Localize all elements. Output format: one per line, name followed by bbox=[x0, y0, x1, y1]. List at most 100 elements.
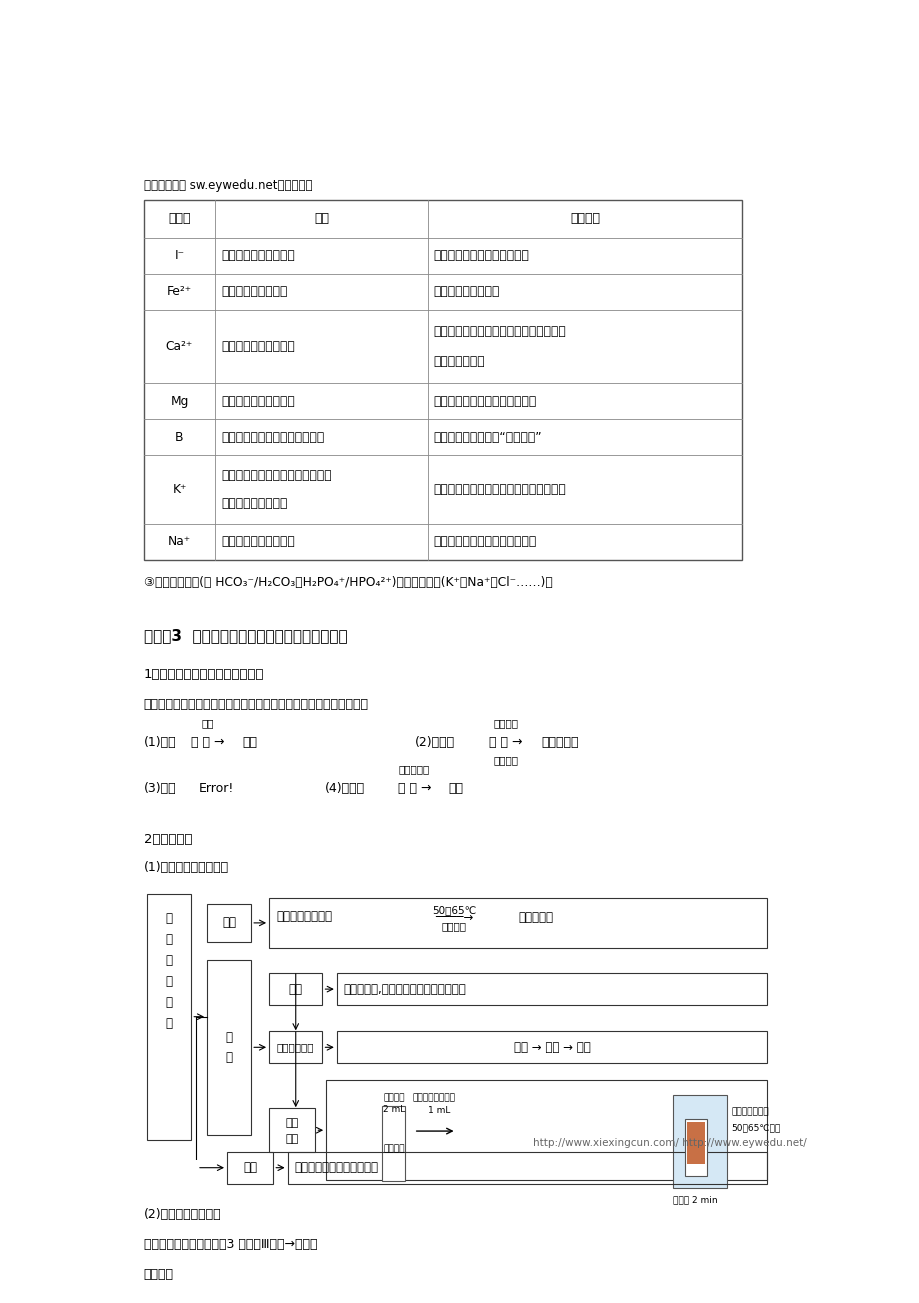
Text: 某些化学试剂能够使生物组织中的有关有机物产生特定的颜色反应。: 某些化学试剂能够使生物组织中的有关有机物产生特定的颜色反应。 bbox=[143, 698, 369, 711]
Text: 骤: 骤 bbox=[225, 1050, 233, 1063]
Bar bbox=[143, 199, 742, 560]
Text: 步: 步 bbox=[225, 1031, 233, 1044]
Bar bbox=[383, 1121, 403, 1166]
Bar bbox=[288, 1152, 766, 1183]
Text: 糖: 糖 bbox=[165, 954, 173, 967]
Text: 胞内液渗透压的维持: 胞内液渗透压的维持 bbox=[221, 498, 287, 511]
Text: 原理: 原理 bbox=[221, 916, 236, 929]
Text: 刚配制的斐林试剂: 刚配制的斐林试剂 bbox=[412, 1093, 455, 1102]
Text: 砖红色沉淀: 砖红色沉淀 bbox=[518, 911, 553, 924]
Text: (3)脂肪: (3)脂肪 bbox=[143, 782, 176, 795]
Text: Na⁺: Na⁺ bbox=[167, 536, 191, 549]
Text: 制浆 → 过滤 → 取液: 制浆 → 过滤 → 取液 bbox=[513, 1041, 590, 1054]
Text: 维持细胞外液的渗透压: 维持细胞外液的渗透压 bbox=[221, 536, 294, 549]
Text: 蓝色: 蓝色 bbox=[242, 736, 256, 749]
Text: 呈现蓝色: 呈现蓝色 bbox=[382, 1144, 404, 1153]
Text: Fe²⁺: Fe²⁺ bbox=[166, 285, 192, 298]
Text: － － →: － － → bbox=[488, 736, 522, 749]
Bar bbox=[268, 1108, 315, 1152]
Bar bbox=[336, 1031, 766, 1063]
Bar bbox=[686, 1122, 705, 1164]
Text: http://www.xiexingcun.com/ http://www.eywedu.net/: http://www.xiexingcun.com/ http://www.ey… bbox=[532, 1138, 806, 1148]
Text: 选材: 选材 bbox=[289, 982, 302, 995]
Bar bbox=[325, 1080, 766, 1181]
Text: 缺乏时患地方性、甲状腺肿大: 缺乏时患地方性、甲状腺肿大 bbox=[433, 249, 529, 262]
Bar bbox=[685, 1118, 706, 1175]
Text: 制备组织样液: 制备组织样液 bbox=[277, 1042, 314, 1053]
Text: 检: 检 bbox=[165, 995, 173, 1009]
Text: 促进花粉的萌发和花粉管的伸长: 促进花粉的萌发和花粉管的伸长 bbox=[221, 431, 324, 444]
Text: 1．生物组织中有机物鉴定的原理: 1．生物组织中有机物鉴定的原理 bbox=[143, 668, 264, 681]
Text: Ca²⁺: Ca²⁺ bbox=[165, 340, 193, 353]
Text: 油菜缺硼时，会出现“花而不实”: 油菜缺硼时，会出现“花而不实” bbox=[433, 431, 541, 444]
Text: 组织样液中有可溶性还原糖: 组织样液中有可溶性还原糖 bbox=[294, 1161, 379, 1174]
Text: 2．方法步骤: 2．方法步骤 bbox=[143, 833, 192, 846]
Text: Mg: Mg bbox=[170, 395, 188, 408]
Text: 反应: 反应 bbox=[285, 1134, 299, 1144]
Text: 斐林试剂: 斐林试剂 bbox=[493, 718, 517, 728]
Text: Error!: Error! bbox=[199, 782, 234, 795]
Text: 加热约 2 min: 加热约 2 min bbox=[672, 1196, 717, 1205]
Text: 1 mL: 1 mL bbox=[427, 1106, 450, 1115]
Text: 紫色: 紫色 bbox=[448, 782, 463, 795]
Text: 结论: 结论 bbox=[243, 1161, 256, 1174]
Bar bbox=[672, 1096, 726, 1188]
Text: 颜色: 颜色 bbox=[285, 1118, 299, 1128]
Text: ③维持酸碱平衡(如 HCO₃⁻/H₂CO₃、H₂PO₄⁺/HPO₄²⁺)和渗透压平衡(K⁺、Na⁺、Cl⁻……)。: ③维持酸碱平衡(如 HCO₃⁻/H₂CO₃、H₂PO₄⁺/HPO₄²⁺)和渗透压… bbox=[143, 576, 551, 589]
Text: 甲状腺激素的组成成分: 甲状腺激素的组成成分 bbox=[221, 249, 294, 262]
Text: 还: 还 bbox=[165, 912, 173, 925]
Text: 碘液: 碘液 bbox=[201, 718, 214, 728]
Bar bbox=[268, 1031, 323, 1063]
Bar bbox=[336, 973, 766, 1005]
Text: － － →: － － → bbox=[397, 782, 431, 795]
Text: 2 mL: 2 mL bbox=[382, 1105, 404, 1114]
Text: 50～65℃: 50～65℃ bbox=[432, 904, 476, 915]
Text: 缺乏时患缺铁性贫血: 缺乏时患缺铁性贫血 bbox=[433, 285, 500, 298]
Text: 降低神经系统的兴奋性: 降低神经系统的兴奋性 bbox=[221, 340, 294, 353]
Text: K⁺: K⁺ bbox=[172, 483, 187, 496]
Text: 的: 的 bbox=[165, 975, 173, 988]
Text: 血红蛋白的组成成分: 血红蛋白的组成成分 bbox=[221, 285, 287, 298]
Text: 知识点3  检测生物组织中的糖类、脂肪、蛋白质: 知识点3 检测生物组织中的糖类、脂肪、蛋白质 bbox=[143, 628, 346, 642]
Text: 50～65℃温水: 50～65℃温水 bbox=[731, 1123, 779, 1132]
Text: 测: 测 bbox=[165, 1018, 173, 1031]
Text: 水溶加热: 水溶加热 bbox=[441, 921, 466, 930]
Text: (2)还原糖: (2)还原糖 bbox=[414, 736, 454, 749]
Bar bbox=[147, 894, 191, 1140]
Bar bbox=[227, 1152, 273, 1183]
Text: (4)蛋白质: (4)蛋白质 bbox=[325, 782, 365, 795]
Text: 生成砖红色沉淀: 生成砖红色沉淀 bbox=[731, 1108, 767, 1117]
Text: 缺乏时叶片变黄，光合作用受阻: 缺乏时叶片变黄，光合作用受阻 bbox=[433, 395, 537, 408]
Text: (1)淀粉: (1)淀粉 bbox=[143, 736, 176, 749]
Bar bbox=[268, 898, 766, 949]
Text: 血钙过低时，会出现抽搐现象；血钙过高: 血钙过低时，会出现抽搐现象；血钙过高 bbox=[433, 324, 566, 337]
Bar bbox=[382, 1106, 404, 1181]
Bar bbox=[207, 904, 251, 942]
Text: I⁻: I⁻ bbox=[175, 249, 185, 262]
Text: 含糖量较高,白色或近于白色的植物组织: 含糖量较高,白色或近于白色的植物组织 bbox=[344, 982, 466, 995]
Text: － － →: － － → bbox=[191, 736, 224, 749]
Text: 原: 原 bbox=[165, 933, 173, 946]
Text: 水溶加热: 水溶加热 bbox=[493, 756, 517, 765]
Text: 双缩脲试剂: 双缩脲试剂 bbox=[399, 765, 429, 774]
Text: 组织样液: 组织样液 bbox=[382, 1093, 404, 1102]
Text: 含量异常: 含量异常 bbox=[570, 212, 599, 225]
Text: B: B bbox=[175, 431, 184, 444]
Text: (1)还原糖的检测和观察: (1)还原糖的检测和观察 bbox=[143, 861, 229, 874]
Text: 砖红色沉淀: 砖红色沉淀 bbox=[540, 736, 578, 749]
Bar bbox=[268, 973, 323, 1005]
Text: 缺乏时植物抗逆能力减弱，易受病害侵袭: 缺乏时植物抗逆能力减弱，易受病害侵袭 bbox=[433, 483, 566, 496]
Text: 时，会患肌无力: 时，会患肌无力 bbox=[433, 356, 485, 369]
Text: (2)脂肪的检测和观察: (2)脂肪的检测和观察 bbox=[143, 1208, 221, 1221]
Text: 方法二：: 方法二： bbox=[143, 1268, 174, 1281]
Text: 组成叶绿素的元素之一: 组成叶绿素的元素之一 bbox=[221, 395, 294, 408]
Text: 生物备课大师 sw.eywedu.net【全免费】: 生物备课大师 sw.eywedu.net【全免费】 bbox=[143, 180, 312, 193]
Text: 缺乏会导致细胞外液渗透压下降: 缺乏会导致细胞外液渗透压下降 bbox=[433, 536, 537, 549]
Text: 斐林试剂＋还原糖: 斐林试剂＋还原糖 bbox=[276, 911, 332, 924]
Text: 促进植物体内淀粉的运输；动物细: 促进植物体内淀粉的运输；动物细 bbox=[221, 469, 332, 482]
Text: ────→: ────→ bbox=[435, 911, 473, 924]
Text: 无机盐: 无机盐 bbox=[168, 212, 190, 225]
Bar bbox=[207, 960, 251, 1135]
Text: 功能: 功能 bbox=[314, 212, 329, 225]
Text: 方法一：花生种子匀浆＋3 滴苏丹Ⅲ染液→橘黄色: 方法一：花生种子匀浆＋3 滴苏丹Ⅲ染液→橘黄色 bbox=[143, 1238, 317, 1251]
